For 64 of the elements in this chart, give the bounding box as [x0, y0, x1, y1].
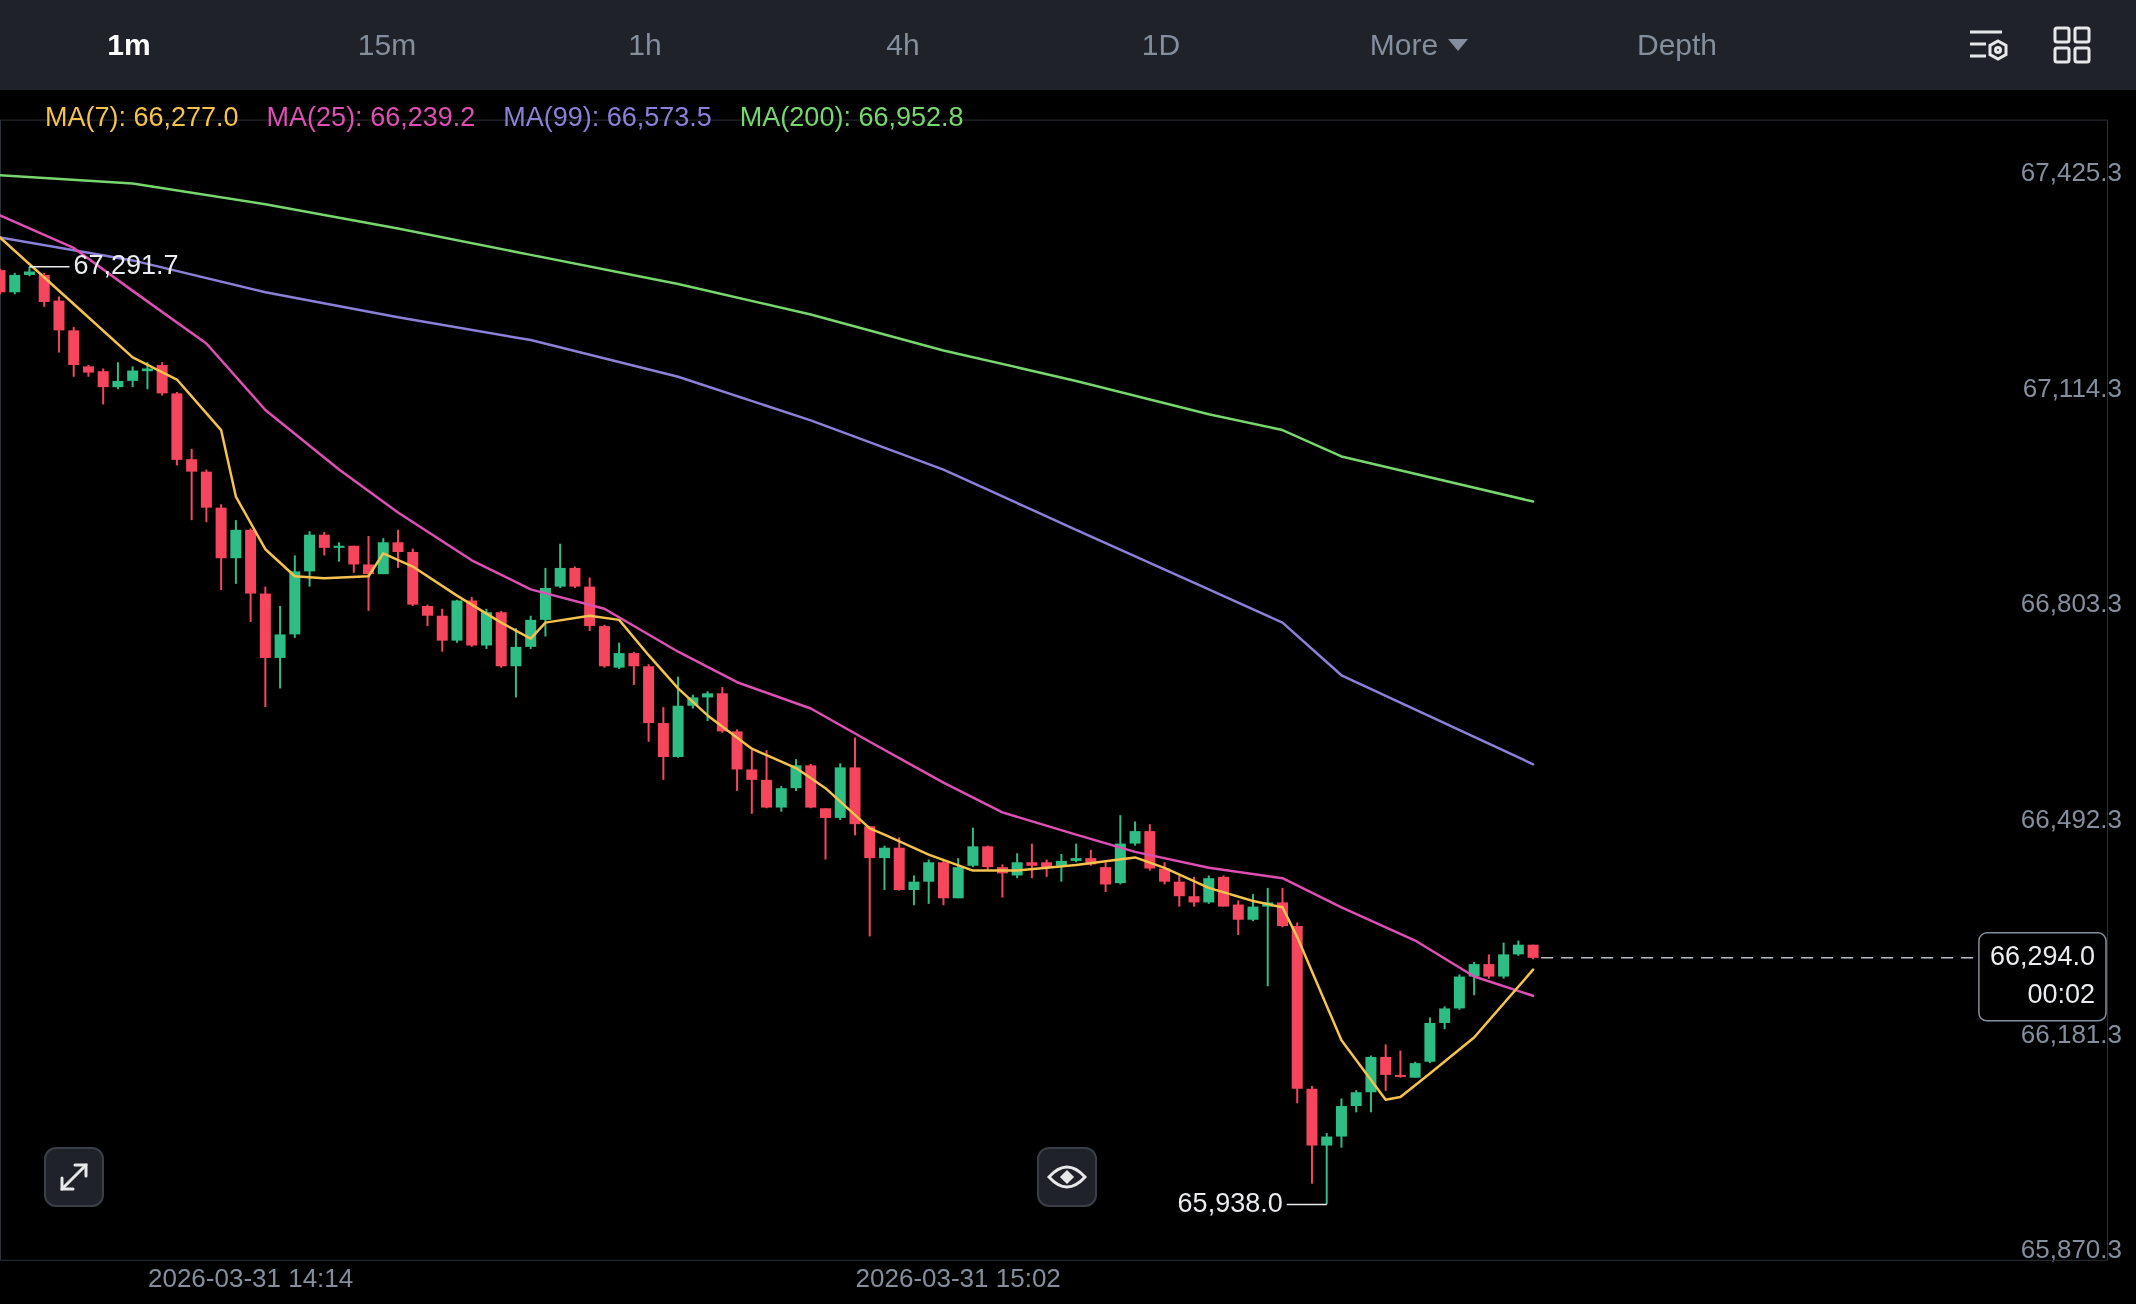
x-tick-label: 2026-03-31 14:14 — [147, 1262, 354, 1293]
candlestick — [348, 544, 360, 574]
candlestick — [878, 844, 890, 891]
annotation: 65,938.0 — [1177, 1187, 1283, 1218]
candlestick — [274, 605, 286, 690]
x-tick-label: 2026-03-31 15:02 — [855, 1262, 1061, 1293]
candlestick — [702, 690, 714, 722]
candlestick — [1129, 820, 1141, 847]
text: 4h — [886, 28, 920, 62]
candlestick — [1070, 842, 1082, 864]
candlestick — [820, 807, 832, 861]
candlestick — [510, 627, 522, 699]
candlestick — [97, 367, 109, 406]
text: Depth — [1636, 28, 1718, 62]
candlestick — [775, 785, 787, 813]
text: 15m — [357, 28, 417, 62]
candlestick — [186, 447, 198, 522]
candlestick — [1439, 1005, 1451, 1031]
candlestick — [1468, 961, 1480, 997]
candlestick — [1100, 861, 1112, 894]
candlestick — [112, 361, 124, 391]
candlestick — [746, 749, 758, 815]
candlestick — [1232, 899, 1244, 936]
candlestick — [1321, 1132, 1333, 1206]
y-tick-label: 65,870.3 — [2020, 1234, 2122, 1265]
text: MA(200): 66,952.8 — [739, 102, 964, 133]
candlestick — [967, 826, 979, 869]
candlestick — [613, 641, 625, 671]
candlestick — [318, 530, 330, 557]
candlestick — [569, 565, 581, 590]
text: MA(99): 66,573.5 — [503, 102, 712, 133]
candlestick — [908, 874, 920, 907]
candlestick — [1498, 941, 1510, 980]
candlestick — [982, 844, 994, 872]
text: More — [1369, 28, 1439, 62]
candlestick — [392, 528, 404, 569]
y-tick-label: 66,803.3 — [2020, 588, 2122, 619]
candlestick — [1188, 875, 1200, 908]
candlestick — [1026, 842, 1038, 880]
y-tick-label: 66,181.3 — [2020, 1019, 2122, 1050]
ref-line-label: 66,294.0 00:02 — [1989, 941, 2095, 1010]
text: MA(25): 66,239.2 — [266, 102, 476, 133]
candlestick — [554, 542, 566, 590]
candlestick — [1159, 861, 1171, 886]
text: 1m — [107, 28, 151, 62]
candlestick — [923, 858, 935, 905]
text: 1h — [628, 28, 662, 62]
y-tick-label: 66,492.3 — [2020, 803, 2122, 834]
candlestick — [1173, 874, 1185, 908]
y-tick-label: 67,114.3 — [2022, 372, 2122, 403]
text: 1D — [1141, 28, 1181, 62]
candlestick — [141, 361, 153, 391]
candlestick — [333, 541, 345, 563]
candlestick — [9, 271, 21, 296]
text: MA(7): 66,277.0 — [45, 102, 239, 133]
candlestick — [1247, 893, 1259, 923]
candlestick — [422, 603, 433, 628]
candlestick — [1380, 1043, 1392, 1092]
y-tick-label: 67,425.3 — [2020, 157, 2122, 188]
candlestick — [127, 365, 139, 389]
candlestick — [1483, 953, 1495, 980]
candlestick — [628, 650, 640, 686]
candlestick — [1350, 1089, 1362, 1114]
candlestick — [1394, 1049, 1406, 1079]
